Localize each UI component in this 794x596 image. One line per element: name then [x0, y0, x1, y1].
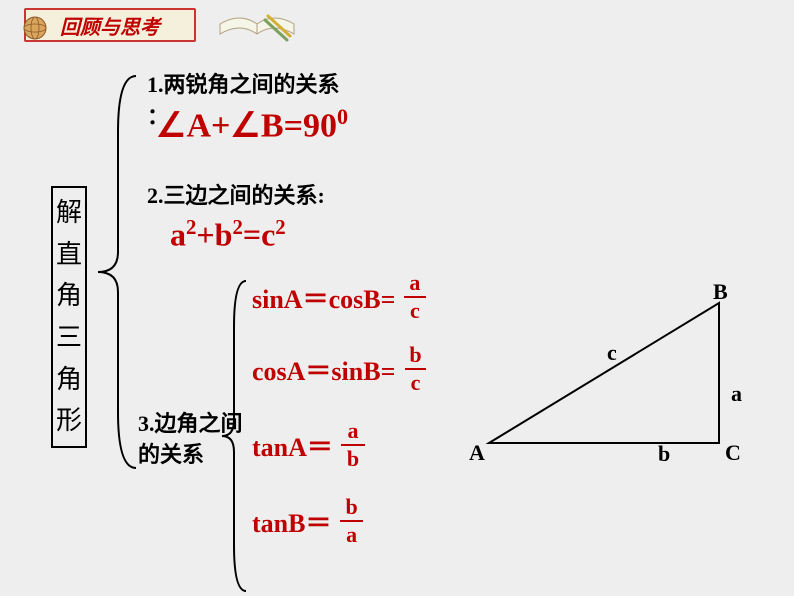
side-c: c: [607, 340, 617, 366]
vertex-C: C: [725, 440, 741, 466]
trig-tanA: tanA＝ a b: [252, 420, 365, 470]
vertex-A: A: [469, 440, 485, 466]
fraction: b a: [339, 496, 363, 546]
fraction: a c: [403, 272, 426, 322]
side-a: a: [731, 381, 742, 407]
book-icon: [210, 6, 304, 42]
item1-formula: ∠A+∠B=900: [156, 104, 348, 145]
item3-label: 3.边角之间的关系: [138, 409, 248, 471]
trig-cosA: cosA＝sinB= b c: [252, 344, 428, 394]
trig-sinA: sinA＝cosB= a c: [252, 272, 426, 322]
header-box: 回顾与思考: [24, 8, 196, 42]
trig-tanB: tanB＝ b a: [252, 496, 364, 546]
fraction: a b: [341, 420, 365, 470]
item2-formula: a2+b2=c2: [170, 216, 286, 254]
item2-label: 2.三边之间的关系:: [147, 178, 325, 210]
globe-icon: [21, 14, 49, 42]
vertex-B: B: [713, 279, 728, 305]
item1-label: 1.两锐角之间的关系 ：: [147, 67, 340, 99]
main-brace: [92, 72, 138, 472]
vertical-title-box: 解直角三角形: [51, 186, 87, 448]
triangle-diagram: [469, 283, 752, 463]
fraction: b c: [403, 344, 427, 394]
side-b: b: [658, 441, 670, 467]
header-title: 回顾与思考: [60, 11, 160, 40]
vertical-title: 解直角三角形: [56, 192, 82, 442]
